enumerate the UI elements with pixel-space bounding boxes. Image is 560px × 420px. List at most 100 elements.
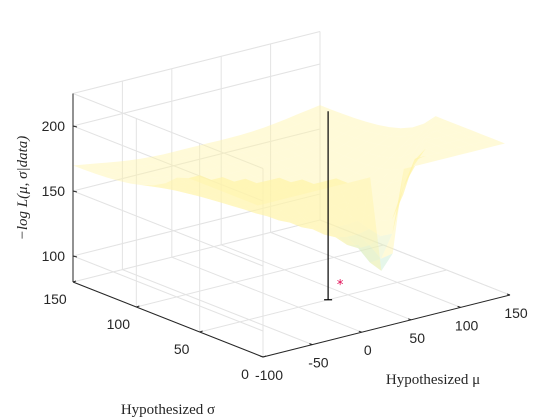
surface-cell	[246, 190, 269, 199]
surface-cell	[367, 144, 390, 157]
surface-cell	[256, 199, 280, 216]
surface-cell	[196, 143, 220, 152]
surface-cell	[290, 222, 313, 230]
grid-line	[199, 269, 447, 333]
surface-cell	[141, 181, 165, 187]
box-edge	[72, 93, 264, 169]
surface-cell	[174, 157, 198, 167]
surface-cell	[152, 170, 175, 177]
surface-cell	[266, 199, 290, 209]
surface-cell	[390, 152, 414, 171]
surface-cell	[142, 184, 165, 189]
surface-cell	[231, 161, 254, 171]
surface-cell	[222, 177, 246, 185]
surface-cell	[252, 127, 276, 138]
surface-cell	[448, 147, 472, 155]
sigma-tick	[136, 305, 140, 308]
surface-cell	[356, 152, 379, 165]
minimum-marker: *	[337, 278, 344, 293]
grid-line	[72, 219, 321, 283]
surface-cell	[242, 158, 266, 168]
surface-cell	[324, 234, 348, 245]
mu-tick-label: 150	[504, 305, 528, 321]
sigma-tick-label: 50	[174, 341, 190, 357]
surface-cell	[401, 129, 425, 147]
surface-cell	[265, 162, 288, 172]
grid-line	[72, 255, 264, 332]
surface-cell	[287, 134, 310, 145]
surface-cell	[244, 204, 267, 211]
surface-cell	[197, 160, 220, 170]
surface-cell	[186, 187, 210, 194]
surface-cell	[175, 174, 198, 182]
surface-cell	[253, 146, 277, 156]
grid-line	[72, 193, 321, 257]
surface-cell	[234, 193, 258, 201]
surface-cell	[107, 173, 131, 178]
grid-line	[72, 128, 321, 192]
surface-cell	[209, 175, 232, 185]
surface-cell	[459, 137, 483, 145]
surface-cell	[367, 168, 391, 182]
surface-cell	[244, 207, 268, 216]
surface-cell	[335, 236, 359, 249]
surface-cell	[210, 198, 233, 205]
surface-cell	[414, 155, 438, 164]
surface-cell	[346, 234, 370, 249]
surface-cell	[324, 227, 347, 238]
surface-cell	[187, 192, 210, 199]
surface-cell	[199, 195, 222, 202]
surface-cell	[95, 162, 119, 169]
surface-cell	[401, 134, 425, 158]
surface-cell	[245, 183, 268, 208]
surface-cell	[175, 182, 199, 188]
surface-cell	[186, 172, 210, 181]
surface-cell	[141, 177, 165, 183]
surface-cell	[276, 158, 300, 169]
sigma-tick	[199, 330, 203, 333]
surface-cell	[95, 168, 119, 174]
surface-cell	[233, 196, 257, 209]
mu-tick	[309, 343, 313, 346]
surface-cell	[403, 158, 427, 187]
surface-cell	[211, 184, 235, 192]
surface-cell	[436, 142, 460, 151]
surface-cell	[118, 172, 142, 178]
mu-tick	[457, 305, 461, 308]
surface-cell	[332, 123, 355, 134]
surface-cell	[279, 177, 303, 200]
surface-cell	[424, 116, 448, 129]
surface-cell	[299, 161, 322, 172]
surface-cell	[301, 221, 324, 230]
surface-cell	[253, 155, 277, 165]
surface-cell	[367, 156, 391, 169]
surface-cell	[118, 177, 142, 182]
surface-cell	[254, 164, 277, 174]
surface-cell	[288, 165, 311, 175]
surface-cell	[380, 189, 403, 208]
surface-cell	[333, 155, 356, 168]
tick-labels: -100 -50 0 50 100 150 0 50 100 150 100 150 200	[42, 118, 528, 383]
surface-cell	[130, 177, 153, 183]
surface-cell	[276, 168, 300, 178]
surface-cell	[208, 158, 232, 167]
surface-cell	[222, 181, 246, 189]
z-tick-label: 200	[42, 118, 66, 134]
surface-cell	[310, 156, 334, 168]
surface-cell	[266, 208, 290, 217]
surface-cell	[333, 167, 357, 180]
surface-cell	[297, 119, 321, 130]
surface-cell	[163, 160, 186, 169]
surface-cell	[345, 185, 369, 198]
surface-cell	[333, 179, 357, 191]
surface-cell	[380, 194, 404, 221]
surface-cell	[140, 164, 164, 172]
surface-cell	[345, 172, 368, 186]
surface-cell	[175, 187, 199, 194]
surface-cell	[242, 167, 266, 177]
surface-cell	[297, 109, 321, 120]
surface-cell	[288, 174, 312, 185]
surface-cell	[211, 177, 234, 193]
surface-cell	[380, 186, 404, 237]
surface-cell	[231, 179, 255, 189]
